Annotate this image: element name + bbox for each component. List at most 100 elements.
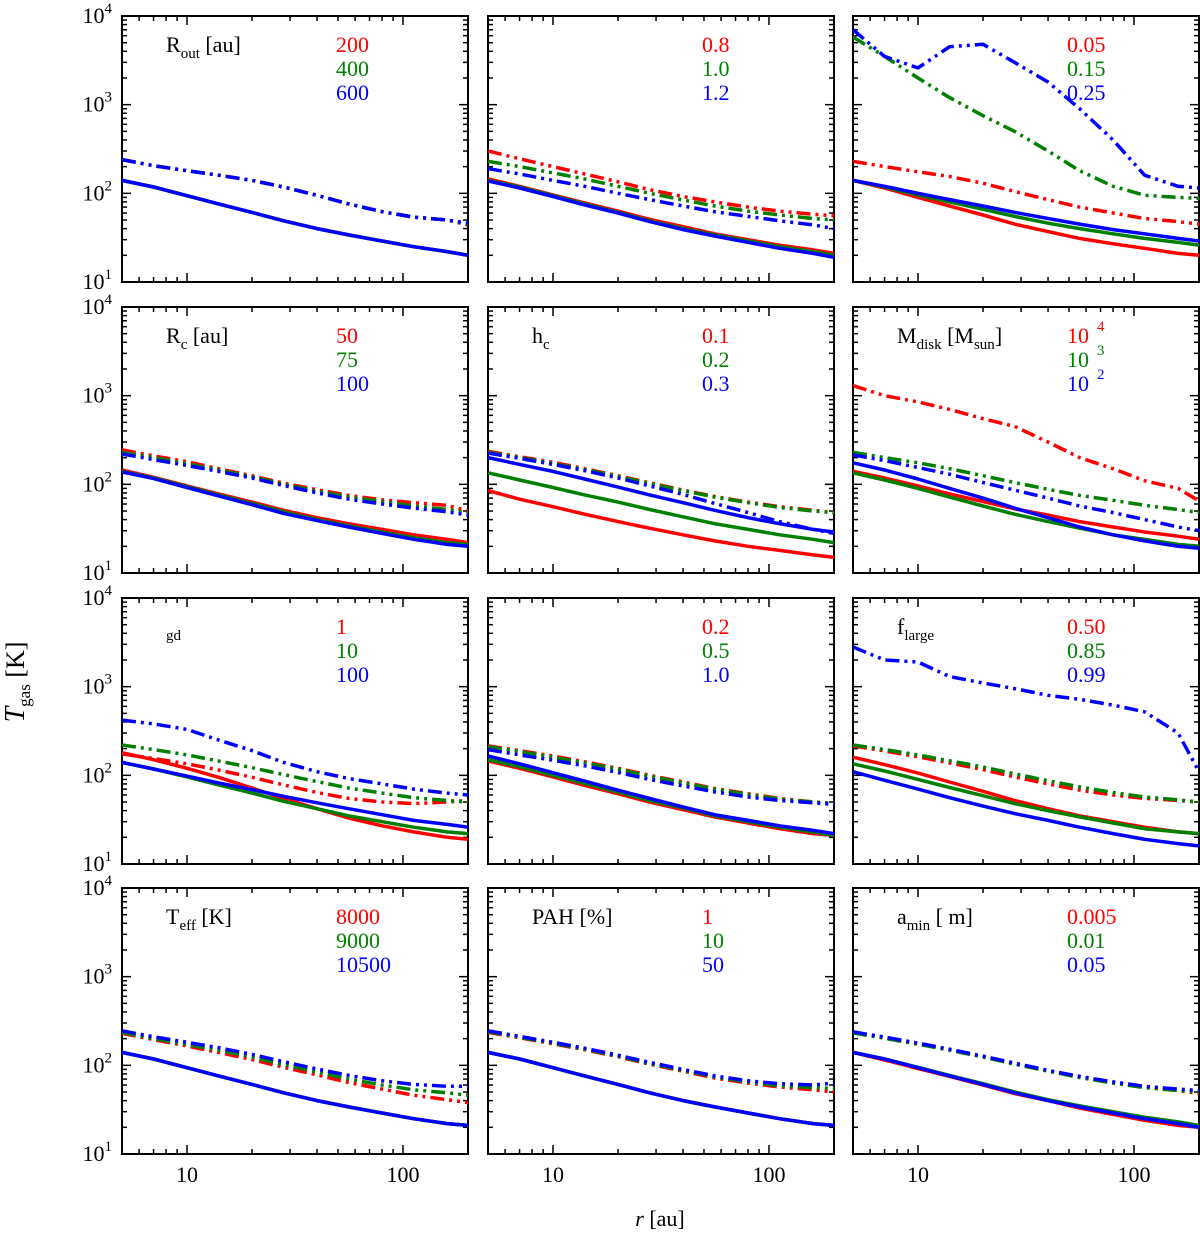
legend-entry-3: 10 2: [1067, 367, 1105, 396]
panel-title: Teff [K]: [166, 904, 232, 934]
y-tick-label: 103: [83, 381, 113, 408]
series-solid-3: [853, 461, 1199, 551]
y-tick-label: 104: [83, 873, 113, 900]
panel-series: [488, 449, 834, 560]
series-dashdot-1: [122, 1031, 468, 1105]
series-dashdot-3: [853, 645, 1199, 773]
legend-entry-2: 9000: [336, 928, 380, 953]
series-dashdot-3: [853, 28, 1199, 190]
panel-frame: [852, 597, 1200, 865]
legend-entry-3: 0.3: [702, 371, 730, 396]
panel-series: [122, 718, 468, 842]
legend-entry-2: 0.5: [702, 638, 730, 663]
legend-entry-1: 200: [336, 32, 369, 57]
series-dashdot-2: [122, 743, 468, 804]
legend-entry-2: 0.85: [1067, 638, 1106, 663]
panel-frame: [487, 15, 835, 283]
series-dashdot-2: [853, 35, 1199, 201]
x-tick-label: 100: [386, 1162, 419, 1187]
legend-entry-3: 10500: [336, 952, 391, 977]
x-tick-label: 10: [907, 1162, 929, 1187]
panel-title: PAH [%]: [532, 904, 612, 929]
legend-entry-1: 1: [336, 614, 347, 639]
y-tick-label: 102: [83, 1050, 113, 1077]
x-tick-label: 10: [176, 1162, 198, 1187]
y-axis-label-main: T: [0, 704, 31, 722]
y-tick-label: 103: [83, 962, 113, 989]
panel-title: amin [ m]: [897, 904, 973, 934]
panel-frame: [487, 887, 835, 1155]
legend-entry-1: 1: [702, 904, 713, 929]
legend-entry-1: 0.2: [702, 614, 730, 639]
panel-frame: [852, 887, 1200, 1155]
series-dashdot-1: [122, 448, 468, 513]
panel-series: [122, 157, 468, 258]
legend-entry-3: 0.99: [1067, 662, 1106, 687]
x-tick-label: 100: [752, 1162, 785, 1187]
series-solid-1: [853, 755, 1199, 836]
series-dashdot-3: [488, 451, 834, 536]
series-solid-3: [122, 470, 468, 549]
series-dashdot-1: [488, 149, 834, 218]
y-tick-label: 104: [83, 292, 113, 319]
panel-title: Rc [au]: [166, 323, 228, 353]
series-dashdot-3: [122, 1029, 468, 1089]
panel-5: hc 0.10.20.3: [487, 306, 835, 574]
series-solid-3: [122, 1050, 468, 1128]
y-tick-label: 101: [83, 849, 113, 876]
series-dashdot-2: [488, 450, 834, 515]
panel-frame: [121, 15, 469, 283]
legend-entry-1: 50: [336, 323, 358, 348]
panel-series: [122, 448, 468, 549]
series-dashdot-2: [853, 743, 1199, 804]
panel-frame: [487, 306, 835, 574]
panel-series: [853, 28, 1199, 258]
panel-3: 0.050.150.25: [852, 15, 1200, 283]
legend-entry-3: 0.05: [1067, 952, 1106, 977]
legend-entry-3: 50: [702, 952, 724, 977]
panel-title: flarge: [897, 614, 934, 644]
series-dashdot-3: [488, 747, 834, 807]
series-dashdot-3: [122, 157, 468, 225]
y-axis-label-sub: gas: [15, 684, 34, 707]
series-dashdot-1: [853, 383, 1199, 503]
y-tick-label: 102: [83, 760, 113, 787]
legend-entry-3: 1.0: [702, 662, 730, 687]
legend-entry-1: 0.1: [702, 323, 730, 348]
panel-series: [488, 149, 834, 260]
panel-8: 0.20.51.0: [487, 597, 835, 865]
panel-frame: [121, 887, 469, 1155]
series-solid-2: [488, 757, 834, 838]
y-tick-label: 104: [83, 1, 113, 28]
series-solid-3: [488, 179, 834, 260]
legend-entry-1: 10 4: [1067, 319, 1105, 348]
series-dashdot-3: [853, 453, 1199, 533]
series-dashdot-3: [488, 1029, 834, 1087]
panel-series: [853, 383, 1199, 551]
panel-frame: [121, 306, 469, 574]
legend-entry-1: 0.8: [702, 32, 730, 57]
series-dashdot-2: [488, 1029, 834, 1091]
series-solid-3: [122, 760, 468, 829]
legend-entry-2: 400: [336, 56, 369, 81]
panel-frame: [121, 597, 469, 865]
series-dashdot-3: [122, 718, 468, 797]
panel-title: hc: [532, 323, 550, 353]
legend-entry-1: 8000: [336, 904, 380, 929]
legend-entry-1: 0.005: [1067, 904, 1117, 929]
legend-entry-2: 0.2: [702, 347, 730, 372]
y-axis-label: Tgas [K]: [0, 642, 34, 723]
series-dashdot-1: [853, 159, 1199, 226]
x-tick-label: 100: [1117, 1162, 1150, 1187]
legend-entry-3: 0.25: [1067, 80, 1106, 105]
series-solid-3: [488, 1050, 834, 1128]
legend-entry-3: 1.2: [702, 80, 730, 105]
legend-entry-2: 10 3: [1067, 343, 1105, 372]
series-solid-3: [488, 455, 834, 534]
series-solid-3: [853, 1050, 1199, 1130]
series-solid-3: [853, 770, 1199, 848]
